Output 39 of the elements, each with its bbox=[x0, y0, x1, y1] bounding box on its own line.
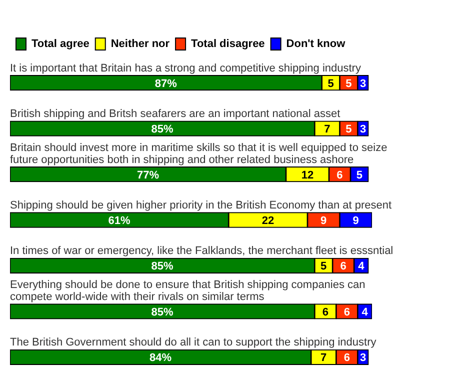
data-label: 84% bbox=[150, 352, 172, 364]
data-label: 4 bbox=[362, 306, 369, 318]
data-label: 9 bbox=[352, 215, 359, 228]
data-label: 85% bbox=[151, 306, 174, 318]
data-label: 77% bbox=[136, 169, 160, 182]
data-label: 6 bbox=[340, 260, 346, 273]
data-label: 61% bbox=[108, 215, 131, 228]
data-label: 5 bbox=[328, 78, 334, 90]
data-label: 7 bbox=[324, 124, 330, 136]
y-tick-label: The British Government should do all it can to support the shipping industry bbox=[10, 336, 377, 349]
y-tick-label: It is important that Britain has a strong and competitive shipping industry bbox=[10, 62, 362, 74]
y-tick-label: In times of war or emergency, like the Falklands, the merchant fleet is esssntial bbox=[10, 245, 394, 258]
data-label: 9 bbox=[320, 215, 327, 228]
data-label: 5 bbox=[356, 169, 363, 182]
data-label: 85% bbox=[151, 260, 174, 273]
legend-label: Don't know bbox=[286, 38, 346, 50]
data-label: 5 bbox=[320, 260, 327, 273]
legend-label: Total disagree bbox=[191, 38, 265, 50]
y-tick-label: Everything should be done to ensure that British shipping companies can compete world-wide with their rivals on similar terms bbox=[10, 278, 366, 303]
data-label: 5 bbox=[346, 124, 352, 136]
data-label: 22 bbox=[262, 215, 274, 228]
legend-label: Neither nor bbox=[110, 38, 170, 50]
data-label: 7 bbox=[320, 352, 327, 364]
y-tick-label: Shipping should be given higher priority in the British Economy than at present bbox=[10, 200, 392, 212]
data-label: 12 bbox=[301, 169, 314, 182]
data-label: 87% bbox=[154, 78, 178, 90]
data-label: 6 bbox=[336, 169, 343, 182]
y-tick-label: British shipping and Britsh seafarers are an important national asset bbox=[10, 108, 340, 120]
data-label: 3 bbox=[360, 78, 366, 90]
y-tick-label: Britain should invest more in maritime skills so that it is well equipped to seize future opportunities both in shipping and other related business ashore bbox=[10, 142, 388, 166]
data-label: 5 bbox=[346, 78, 352, 90]
data-label: 6 bbox=[344, 306, 350, 318]
data-label: 3 bbox=[360, 124, 366, 136]
data-label: 6 bbox=[344, 352, 350, 364]
data-label: 3 bbox=[360, 352, 366, 364]
data-label: 85% bbox=[151, 124, 174, 136]
data-label: 4 bbox=[358, 260, 366, 273]
data-label: 6 bbox=[322, 306, 328, 318]
legend-label: Total agree bbox=[32, 38, 90, 50]
